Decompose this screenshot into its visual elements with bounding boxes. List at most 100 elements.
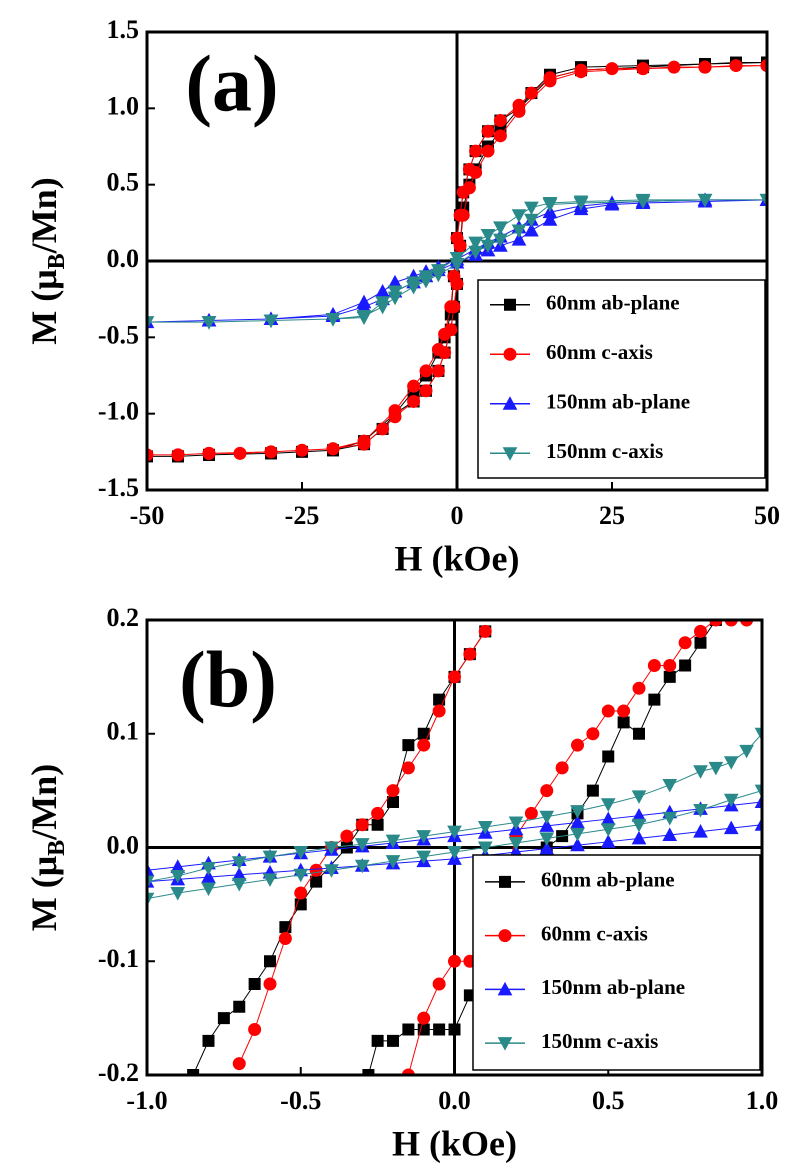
x-tick-label: 1.0 bbox=[746, 1086, 779, 1115]
data-point bbox=[663, 670, 676, 683]
data-point bbox=[648, 693, 661, 706]
data-point bbox=[295, 443, 309, 457]
legend-label: 150nm c-axis bbox=[541, 1029, 658, 1053]
data-point bbox=[524, 201, 539, 216]
y-tick-label: 0.5 bbox=[107, 168, 140, 197]
data-point bbox=[462, 181, 476, 195]
plot-frame bbox=[145, 618, 764, 1077]
y-tick-label: 0.0 bbox=[107, 830, 140, 859]
data-point bbox=[477, 841, 493, 856]
data-point bbox=[542, 212, 558, 226]
data-point bbox=[469, 165, 483, 179]
data-point bbox=[233, 1000, 246, 1013]
data-point bbox=[524, 213, 539, 228]
panel: -50 -25 0 25 50 -1.5 -1.0 -0.5 0.0 0.5 1.0 1.5 (a) H … bbox=[24, 15, 780, 578]
legend-label: 150nm ab-plane bbox=[546, 390, 690, 414]
data-point bbox=[147, 862, 155, 877]
y-axis-label-part: /Mn) bbox=[24, 177, 64, 254]
data-point bbox=[759, 193, 767, 208]
legend-marker bbox=[497, 981, 513, 996]
data-point bbox=[407, 394, 421, 408]
data-point bbox=[418, 274, 434, 289]
y-axis-label-part: M (μ bbox=[24, 269, 64, 344]
plot-area bbox=[147, 56, 767, 463]
data-point bbox=[371, 1034, 384, 1047]
data-point bbox=[170, 887, 186, 901]
data-point bbox=[386, 784, 400, 798]
data-point bbox=[147, 892, 155, 907]
data-point bbox=[635, 195, 651, 210]
data-point bbox=[524, 222, 539, 237]
data-point bbox=[481, 124, 495, 138]
data-point bbox=[524, 86, 538, 100]
x-tick-label: 0 bbox=[451, 501, 464, 530]
plot-frame bbox=[145, 30, 769, 492]
legend-label: 60nm ab-plane bbox=[546, 291, 680, 315]
data-point bbox=[508, 836, 524, 851]
legend-marker bbox=[497, 1037, 513, 1051]
data-point bbox=[512, 104, 526, 118]
data-point bbox=[698, 60, 712, 74]
data-point bbox=[231, 877, 247, 892]
data-point bbox=[570, 837, 585, 852]
data-point bbox=[385, 855, 401, 869]
data-point bbox=[355, 818, 369, 832]
y-tick-label: -1.5 bbox=[98, 473, 139, 502]
data-point bbox=[600, 798, 616, 812]
legend-marker bbox=[504, 298, 516, 311]
data-point bbox=[431, 268, 446, 283]
data-point bbox=[362, 1069, 375, 1075]
data-point bbox=[371, 806, 385, 820]
y-tick-label: 1.5 bbox=[107, 15, 140, 44]
data-point bbox=[723, 820, 739, 835]
data-point bbox=[201, 316, 217, 330]
x-tick-label: 0.0 bbox=[438, 1086, 471, 1115]
data-point bbox=[493, 233, 508, 248]
data-point bbox=[432, 704, 446, 718]
data-point bbox=[340, 829, 354, 843]
data-point bbox=[723, 756, 739, 770]
data-point bbox=[694, 624, 707, 638]
legend-marker bbox=[499, 875, 511, 888]
data-point bbox=[202, 446, 216, 460]
data-point bbox=[448, 670, 461, 684]
data-point bbox=[357, 437, 371, 451]
data-point bbox=[294, 886, 308, 900]
y-axis-label: M (μB/Mn) bbox=[24, 177, 69, 344]
data-point bbox=[447, 846, 462, 860]
data-point bbox=[375, 300, 390, 315]
legend-box bbox=[477, 279, 766, 479]
data-point bbox=[678, 636, 692, 650]
data-point bbox=[478, 624, 492, 638]
data-point bbox=[754, 794, 762, 808]
data-point bbox=[171, 448, 185, 462]
data-point bbox=[539, 818, 555, 832]
data-point bbox=[402, 1023, 415, 1036]
data-point bbox=[444, 323, 458, 337]
data-point bbox=[729, 59, 743, 73]
legend-label: 150nm c-axis bbox=[546, 439, 663, 463]
data-point bbox=[555, 761, 569, 775]
y-tick-label: -0.2 bbox=[98, 1058, 139, 1087]
data-point bbox=[231, 856, 247, 870]
legend-label: 150nm ab-plane bbox=[541, 975, 685, 999]
data-point bbox=[693, 824, 708, 838]
data-point bbox=[631, 830, 647, 845]
data-point bbox=[376, 422, 390, 436]
data-point bbox=[468, 236, 483, 251]
panel-label: (b) bbox=[179, 636, 277, 724]
data-point bbox=[662, 811, 678, 826]
data-point bbox=[524, 806, 538, 820]
data-point bbox=[480, 229, 496, 243]
series-line bbox=[147, 65, 767, 456]
data-point bbox=[387, 291, 403, 306]
data-point bbox=[539, 810, 555, 825]
y-axis-label-part: B bbox=[44, 253, 70, 269]
data-point bbox=[477, 821, 493, 835]
data-point bbox=[468, 245, 483, 260]
y-tick-label: 0.1 bbox=[107, 717, 140, 746]
data-point bbox=[662, 827, 678, 841]
data-point bbox=[723, 793, 739, 808]
legend-label: 60nm ab-plane bbox=[541, 868, 675, 892]
data-point bbox=[511, 232, 527, 246]
